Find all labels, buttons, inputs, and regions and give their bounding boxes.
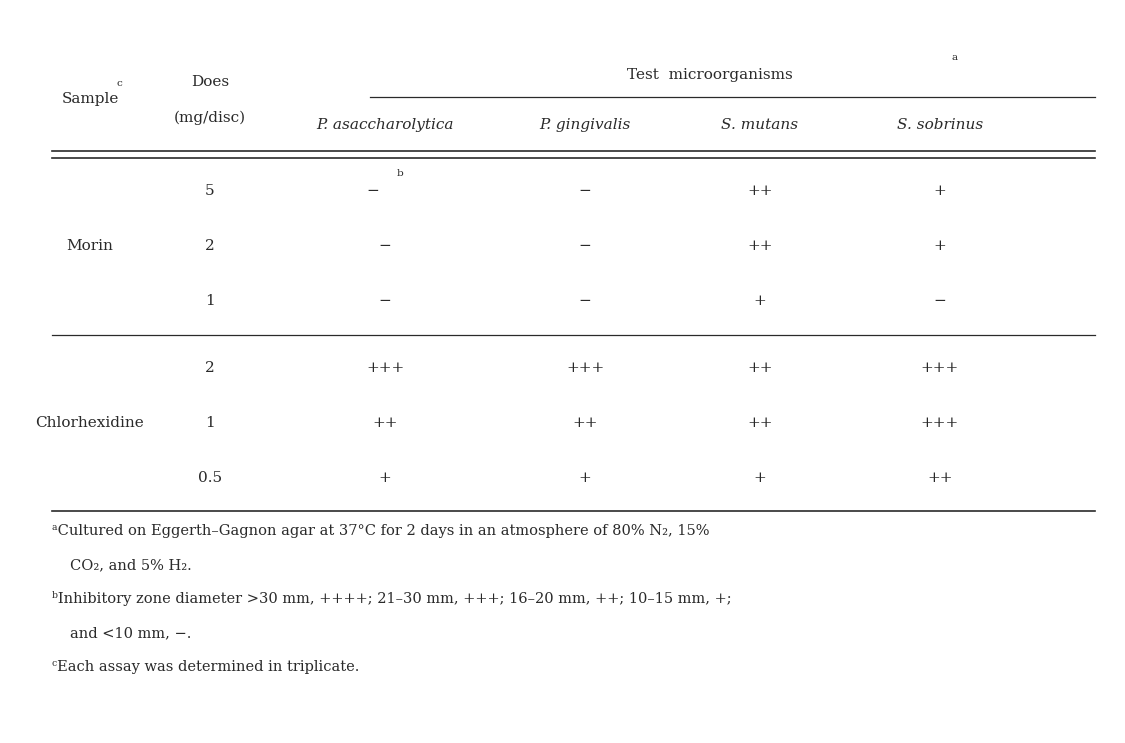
Text: 1: 1 xyxy=(205,416,215,430)
Text: Sample: Sample xyxy=(61,92,119,106)
Text: −: − xyxy=(367,184,379,198)
Text: ++: ++ xyxy=(573,416,597,430)
Text: ++: ++ xyxy=(747,239,773,253)
Text: (mg/disc): (mg/disc) xyxy=(174,110,246,125)
Text: +++: +++ xyxy=(921,416,960,430)
Text: P. gingivalis: P. gingivalis xyxy=(539,118,631,132)
Text: +++: +++ xyxy=(566,361,604,375)
Text: 5: 5 xyxy=(205,184,215,198)
Text: −: − xyxy=(379,239,391,253)
Text: ++: ++ xyxy=(372,416,398,430)
Text: ᵇInhibitory zone diameter >30 mm, ++++; 21–30 mm, +++; 16–20 mm, ++; 10–15 mm, +: ᵇInhibitory zone diameter >30 mm, ++++; … xyxy=(52,591,731,606)
Text: ++: ++ xyxy=(747,361,773,375)
Text: 2: 2 xyxy=(205,361,215,375)
Text: ++: ++ xyxy=(927,471,953,485)
Text: S. sobrinus: S. sobrinus xyxy=(897,118,983,132)
Text: and <10 mm, −.: and <10 mm, −. xyxy=(70,626,191,640)
Text: c: c xyxy=(116,79,122,88)
Text: +: + xyxy=(754,471,766,485)
Text: Chlorhexidine: Chlorhexidine xyxy=(36,416,144,430)
Text: −: − xyxy=(379,294,391,308)
Text: −: − xyxy=(578,294,592,308)
Text: b: b xyxy=(397,169,404,178)
Text: +: + xyxy=(754,294,766,308)
Text: ᶜEach assay was determined in triplicate.: ᶜEach assay was determined in triplicate… xyxy=(52,660,359,674)
Text: CO₂, and 5% H₂.: CO₂, and 5% H₂. xyxy=(70,558,191,572)
Text: 0.5: 0.5 xyxy=(198,471,222,485)
Text: +: + xyxy=(578,471,592,485)
Text: ᵃCultured on Eggerth–Gagnon agar at 37°C for 2 days in an atmosphere of 80% N₂, : ᵃCultured on Eggerth–Gagnon agar at 37°C… xyxy=(52,524,710,538)
Text: −: − xyxy=(578,239,592,253)
Text: 1: 1 xyxy=(205,294,215,308)
Text: Test  microorganisms: Test microorganisms xyxy=(627,68,793,82)
Text: −: − xyxy=(578,184,592,198)
Text: +: + xyxy=(379,471,391,485)
Text: +: + xyxy=(934,184,946,198)
Text: −: − xyxy=(934,294,946,308)
Text: S. mutans: S. mutans xyxy=(721,118,799,132)
Text: ++: ++ xyxy=(747,184,773,198)
Text: 2: 2 xyxy=(205,239,215,253)
Text: P. asaccharolytica: P. asaccharolytica xyxy=(316,118,453,132)
Text: +++: +++ xyxy=(366,361,404,375)
Text: Morin: Morin xyxy=(66,239,114,253)
Text: Does: Does xyxy=(191,74,229,88)
Text: a: a xyxy=(952,53,958,62)
Text: +: + xyxy=(934,239,946,253)
Text: +++: +++ xyxy=(921,361,960,375)
Text: ++: ++ xyxy=(747,416,773,430)
